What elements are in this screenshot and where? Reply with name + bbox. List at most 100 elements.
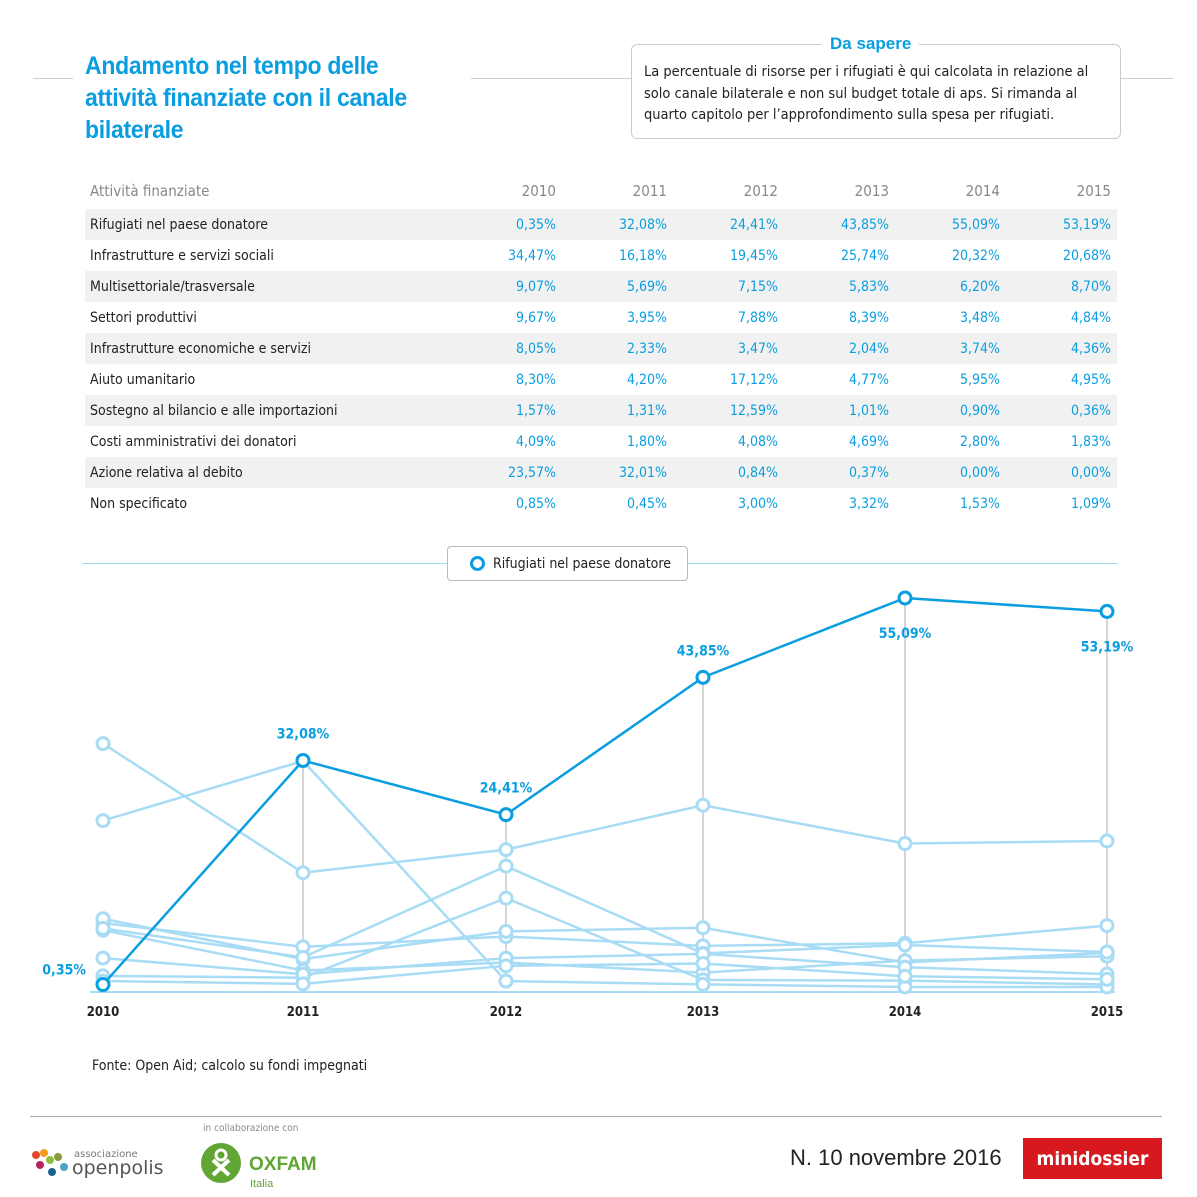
x-tick-label: 2012 <box>490 1005 523 1020</box>
other-series-point <box>695 920 711 936</box>
other-series-point <box>295 865 311 881</box>
highlight-series-point <box>95 977 111 993</box>
other-series-point <box>1099 918 1115 934</box>
table-row: Multisettoriale/trasversale 9,07% 5,69% 7,1… <box>85 271 1117 302</box>
value-cell: 0,36% <box>1006 395 1117 426</box>
value-cell: 9,07% <box>451 271 562 302</box>
value-cell: 25,74% <box>840 247 889 264</box>
table-row: Infrastrutture e servizi sociali 34,47% 16… <box>85 240 1117 271</box>
column-header: 2015 <box>1076 181 1111 200</box>
activity-cell: Rifugiati nel paese donatore <box>85 209 451 240</box>
other-series-point <box>498 842 514 858</box>
collab-label: in collaborazione con <box>203 1123 299 1134</box>
other-series-point <box>1099 971 1115 987</box>
info-box-title: Da sapere <box>822 34 920 54</box>
value-cell: 20,68% <box>1062 247 1111 264</box>
legend-label: Rifugiati nel paese donatore <box>493 555 671 572</box>
info-text: La percentuale di risorse per i rifugiat… <box>644 64 1089 123</box>
value-cell: 3,95% <box>626 309 667 326</box>
other-series-line <box>102 864 1108 959</box>
activity-cell: Costi amministrativi dei donatori <box>90 433 297 450</box>
value-cell: 0,85% <box>515 495 556 512</box>
value-cell: 32,08% <box>562 209 673 240</box>
minidossier-badge: minidossier <box>1023 1138 1162 1179</box>
value-cell: 4,08% <box>737 433 778 450</box>
value-cell: 0,90% <box>895 395 1006 426</box>
value-cell: 34,47% <box>507 247 556 264</box>
value-cell: 53,19% <box>1006 209 1117 240</box>
other-series-line <box>102 928 1108 974</box>
other-series-point <box>897 968 913 984</box>
value-cell: 43,85% <box>784 209 895 240</box>
value-cell: 23,57% <box>451 457 562 488</box>
highlight-series-point <box>897 590 913 606</box>
divider <box>1121 78 1173 79</box>
other-series-point <box>695 956 711 972</box>
table-row: Aiuto umanitario 8,30% 4,20% 17,12% 4,77% 5,9… <box>85 364 1117 395</box>
highlight-series-point <box>295 752 311 768</box>
value-cell: 1,53% <box>959 495 1000 512</box>
activity-cell: Azione relativa al debito <box>85 457 451 488</box>
value-cell: 4,09% <box>515 433 556 450</box>
other-series-line <box>102 896 1108 986</box>
value-cell: 2,80% <box>959 433 1000 450</box>
other-series-point <box>498 973 514 989</box>
value-cell: 1,31% <box>562 395 673 426</box>
x-tick-label: 2014 <box>889 1005 922 1020</box>
page-title: Andamento nel tempo delle attività finan… <box>85 52 407 144</box>
value-cell: 5,95% <box>959 371 1000 388</box>
table-row: Infrastrutture economiche e servizi 8,05%… <box>85 333 1117 364</box>
other-series-point <box>897 937 913 953</box>
activity-cell: Multisettoriale/trasversale <box>85 271 451 302</box>
highlight-series-point <box>1099 603 1115 619</box>
value-cell: 3,47% <box>673 333 784 364</box>
svg-text:openpolis: openpolis <box>72 1157 164 1179</box>
activity-cell: Settori produttivi <box>90 309 197 326</box>
value-cell: 7,15% <box>673 271 784 302</box>
value-cell: 4,69% <box>848 433 889 450</box>
value-cell: 8,30% <box>515 371 556 388</box>
other-series-point <box>95 950 111 966</box>
value-cell: 3,48% <box>959 309 1000 326</box>
value-cell: 4,95% <box>1070 371 1111 388</box>
column-header: 2011 <box>632 181 667 200</box>
value-cell: 9,67% <box>515 309 556 326</box>
value-cell: 32,01% <box>562 457 673 488</box>
other-series-point <box>1099 833 1115 849</box>
highlight-series-point <box>498 807 514 823</box>
svg-text:OXFAM: OXFAM <box>249 1154 317 1175</box>
activity-cell: Aiuto umanitario <box>90 371 196 388</box>
table-row: Azione relativa al debito 23,57% 32,01% 0,8… <box>85 457 1117 488</box>
table-header: Attività finanziate 2010 2011 2012 2013 2014 2… <box>85 172 1117 209</box>
x-tick-label: 2013 <box>687 1005 720 1020</box>
other-series-point <box>498 890 514 906</box>
data-label: 32,08% <box>277 726 330 742</box>
value-cell: 3,74% <box>895 333 1006 364</box>
svg-text:Italia: Italia <box>250 1178 274 1190</box>
other-series-point <box>695 797 711 813</box>
column-header: 2010 <box>521 181 556 200</box>
line-chart: 2010 2011 2012 2013 2014 2015 0,35% 32,08% 24,41… <box>42 590 1134 1020</box>
value-cell: 1,57% <box>451 395 562 426</box>
other-series-point <box>95 736 111 752</box>
divider <box>30 1116 1162 1117</box>
other-series-point <box>498 923 514 939</box>
table-row: Rifugiati nel paese donatore 0,35% 32,08% 2… <box>85 209 1117 240</box>
table-row: Sostegno al bilancio e alle importazioni… <box>85 395 1117 426</box>
column-header: Attività finanziate <box>90 181 210 200</box>
value-cell: 0,45% <box>626 495 667 512</box>
x-tick-label: 2011 <box>287 1005 320 1020</box>
other-series-point <box>95 813 111 829</box>
highlight-series-point <box>695 669 711 685</box>
value-cell: 2,33% <box>562 333 673 364</box>
openpolis-logo: associazione openpolis <box>32 1149 164 1179</box>
other-series-line <box>102 952 1108 976</box>
other-series-point <box>1099 944 1115 960</box>
other-series-line <box>102 921 1108 949</box>
value-cell: 8,39% <box>848 309 889 326</box>
other-series-point <box>498 958 514 974</box>
value-cell: 5,83% <box>784 271 895 302</box>
value-cell: 2,04% <box>784 333 895 364</box>
other-series-point <box>95 920 111 936</box>
table-row: Non specificato 0,85% 0,45% 3,00% 3,32% 1,53%… <box>85 488 1117 519</box>
